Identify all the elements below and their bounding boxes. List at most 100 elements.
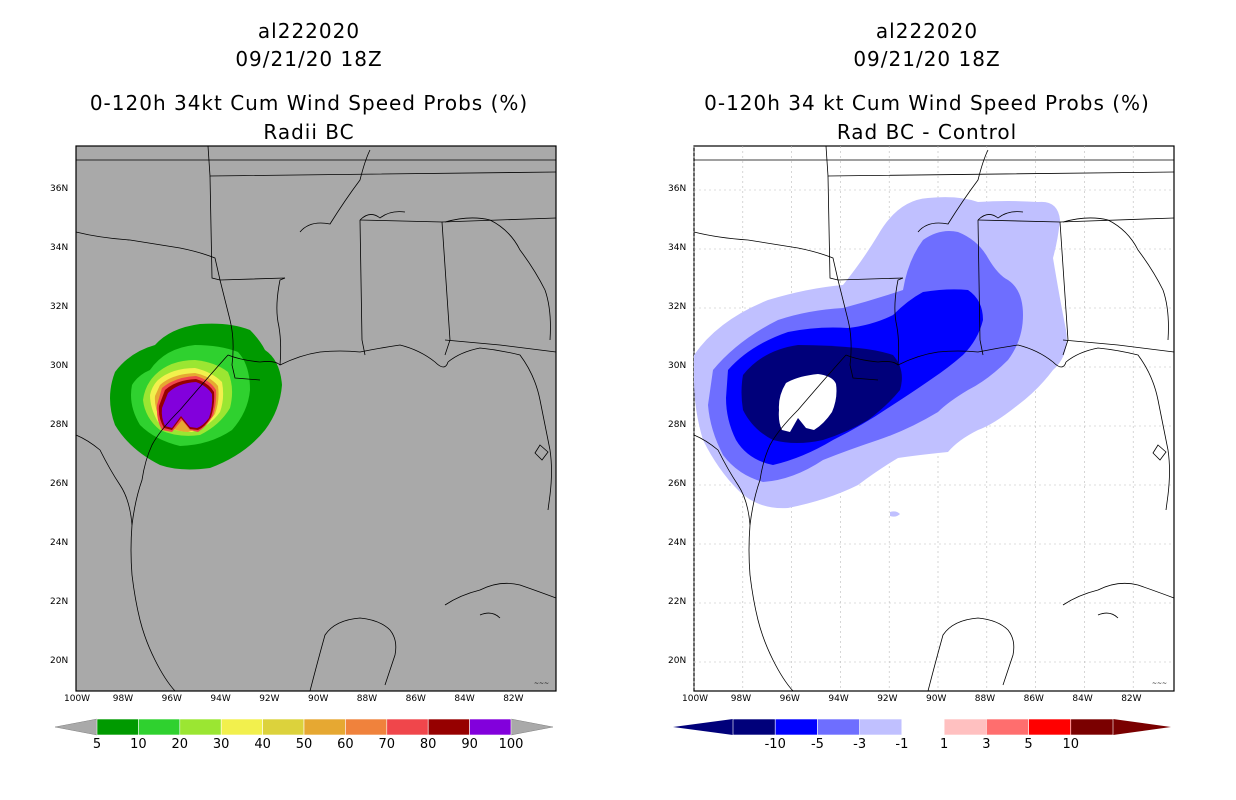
right-colorbar-cell — [1028, 718, 1072, 736]
right-difference-contours — [694, 197, 1067, 517]
right-subtitle: Rad BC - Control — [836, 120, 1018, 144]
left-colorbar-label: 20 — [171, 737, 189, 752]
left-lon-label: 96W — [161, 694, 182, 704]
left-colorbar-cell — [179, 718, 222, 736]
right-lon-label: 98W — [730, 694, 752, 704]
left-colorbar-cell — [96, 718, 139, 736]
left-colorbar-low-arrow — [55, 718, 98, 736]
left-colorbar-label: 10 — [130, 737, 147, 752]
right-lon-label: 96W — [779, 694, 800, 704]
left-colorbar-cell — [138, 718, 181, 736]
right-colorbar-label: -3 — [853, 737, 867, 752]
left-product-title: 0-120h 34kt Cum Wind Speed Probs (%) — [89, 91, 529, 115]
left-lat-label: 28N — [50, 420, 69, 430]
left-colorbar-label: 80 — [419, 737, 437, 752]
left-lat-label: 34N — [50, 243, 69, 253]
right-lat-label: 32N — [668, 302, 687, 312]
right-colorbar-label: 5 — [1024, 737, 1033, 752]
left-colorbar-label: 100 — [498, 737, 524, 752]
left-colorbar-cell — [469, 718, 512, 736]
left-colorbar-high-arrow — [510, 718, 554, 736]
right-colorbar-cell — [943, 718, 987, 736]
contour-small-blob — [890, 511, 900, 517]
left-colorbar-label: 70 — [378, 737, 396, 752]
left-lon-label: 86W — [405, 694, 426, 704]
right-colorbar-high-arrow — [1113, 719, 1171, 735]
right-colorbar-label: -10 — [764, 737, 786, 752]
right-lat-label: 22N — [668, 597, 687, 607]
right-colorbar — [673, 718, 1171, 736]
left-colorbar-label: 5 — [92, 737, 102, 752]
left-colorbar-label: 50 — [295, 737, 313, 752]
left-lon-label: 90W — [308, 694, 329, 704]
right-lon-label: 90W — [926, 694, 947, 704]
left-map-watermark: ~~~ — [534, 680, 549, 687]
left-panel: al222020 09/21/20 18Z 0-120h 34kt Cum Wi… — [50, 19, 557, 752]
right-colorbar-label: -1 — [895, 737, 909, 752]
right-colorbar-cell — [859, 718, 903, 736]
right-colorbar-label: 1 — [939, 737, 949, 752]
left-colorbar-cell — [220, 718, 263, 736]
right-map: ~~~ — [693, 145, 1175, 692]
left-lat-label: 20N — [50, 656, 69, 666]
left-colorbar-cell — [345, 718, 388, 736]
right-colorbar-cell — [1070, 718, 1114, 736]
left-lat-label: 36N — [50, 184, 69, 194]
right-map-watermark: ~~~ — [1152, 680, 1167, 687]
right-lon-label: 84W — [1072, 694, 1093, 704]
contour-plus-1-island — [778, 374, 837, 432]
right-colorbar-cell — [732, 718, 776, 736]
left-lon-label: 84W — [454, 694, 475, 704]
left-map: ~~~ — [75, 145, 557, 692]
left-lon-label: 88W — [356, 694, 378, 704]
left-lat-label: 32N — [50, 302, 69, 312]
left-subtitle: Radii BC — [263, 120, 355, 144]
left-probability-contours — [110, 323, 282, 470]
right-boundaries — [693, 145, 1175, 692]
left-colorbar-label: 90 — [461, 737, 478, 752]
left-storm-id: al222020 — [257, 19, 361, 43]
right-colorbar-cell — [901, 718, 945, 736]
right-lat-label: 28N — [668, 420, 687, 430]
right-lon-label: 100W — [682, 694, 709, 704]
contour-100 — [161, 382, 213, 428]
left-colorbar-cell — [386, 718, 429, 736]
left-colorbar — [55, 718, 554, 736]
left-lat-label: 24N — [50, 538, 69, 548]
right-lon-label: 92W — [877, 694, 898, 704]
left-colorbar-label: 40 — [254, 737, 271, 752]
left-colorbar-label: 30 — [212, 737, 230, 752]
right-colorbar-label: -5 — [810, 737, 824, 752]
left-boundaries — [75, 145, 557, 692]
left-lon-label: 82W — [503, 694, 524, 704]
left-lat-label: 22N — [50, 597, 69, 607]
right-colorbar-cell — [817, 718, 860, 736]
left-lon-label: 94W — [210, 694, 231, 704]
left-lon-label: 98W — [112, 694, 134, 704]
right-colorbar-label: 3 — [982, 737, 991, 752]
right-lat-label: 20N — [668, 656, 687, 666]
left-colorbar-cell — [303, 718, 346, 736]
right-colorbar-cell — [774, 718, 818, 736]
left-lon-label: 100W — [64, 694, 91, 704]
left-lon-label: 92W — [259, 694, 280, 704]
right-colorbar-cell — [986, 718, 1029, 736]
right-lon-label: 94W — [828, 694, 849, 704]
right-datetime: 09/21/20 18Z — [853, 47, 1001, 71]
left-datetime: 09/21/20 18Z — [235, 47, 383, 71]
right-lat-label: 36N — [668, 184, 687, 194]
left-colorbar-cell — [427, 718, 470, 736]
right-lat-label: 34N — [668, 243, 687, 253]
right-lat-label: 26N — [668, 479, 687, 489]
right-lon-label: 86W — [1023, 694, 1044, 704]
left-lat-label: 30N — [50, 361, 69, 371]
right-colorbar-low-arrow — [673, 719, 733, 735]
left-colorbar-cell — [262, 718, 305, 736]
right-lat-label: 30N — [668, 361, 687, 371]
right-panel: al222020 09/21/20 18Z 0-120h 34 kt Cum W… — [618, 0, 1236, 800]
right-colorbar-label: 10 — [1062, 737, 1080, 752]
left-lat-label: 26N — [50, 479, 69, 489]
right-lon-label: 82W — [1121, 694, 1142, 704]
right-lon-label: 88W — [974, 694, 996, 704]
right-lat-label: 24N — [668, 538, 687, 548]
